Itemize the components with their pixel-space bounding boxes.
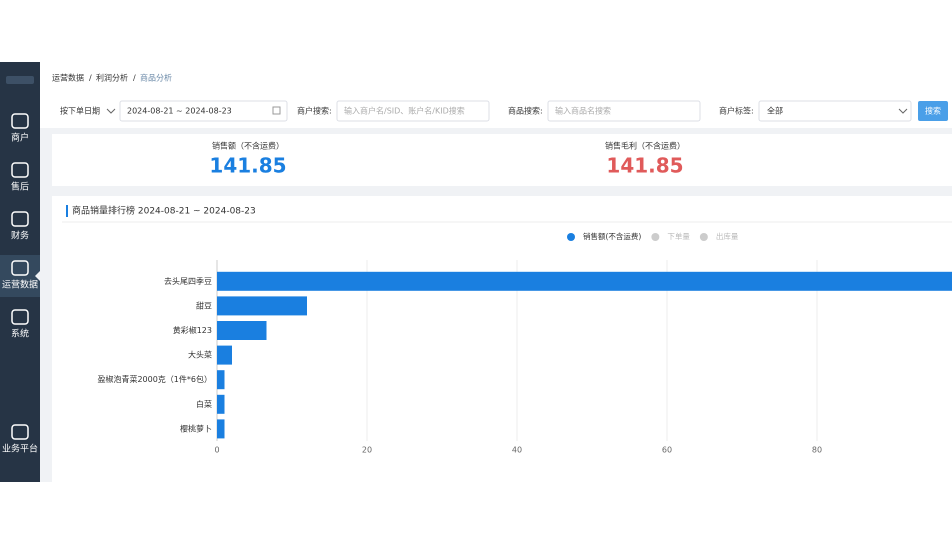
legend-item[interactable]: 销售额(不含运费) <box>583 231 641 241</box>
date-range: 2024-08-21 ~ 2024-08-23 <box>127 107 232 116</box>
label: 商户标签: <box>719 106 754 116</box>
bar <box>217 419 225 439</box>
active-bg <box>0 255 40 297</box>
bar <box>217 296 307 316</box>
stat-label: 销售毛利（不含运费） <box>605 141 685 151</box>
bar <box>217 321 267 340</box>
tag-select[interactable] <box>758 100 912 122</box>
menu-icon <box>11 162 29 178</box>
menu-item[interactable]: 售后 <box>11 181 29 193</box>
merchant-input[interactable] <box>336 100 490 122</box>
x-tick-label: 80 <box>812 446 822 455</box>
menu-item[interactable]: 业务平台 <box>2 443 38 455</box>
stat-value: 141.85 <box>606 154 683 178</box>
placeholder: 输入商品名搜索 <box>555 106 611 116</box>
bar <box>217 271 952 291</box>
search-label: 搜索 <box>925 106 941 116</box>
x-tick-label: 20 <box>362 446 372 455</box>
calendar-icon <box>272 106 281 115</box>
stats: 销售额（不含运费） 141.85 销售毛利（不含运费） 141.85 <box>209 141 685 178</box>
menu-item[interactable]: 商户 <box>11 132 29 144</box>
y-tick-label: 盈椒泡青菜2000克（1件*6包） <box>97 374 212 384</box>
y-tick-label: 黄彩椒123 <box>173 325 212 335</box>
label: 商户搜索: <box>297 106 332 116</box>
bar <box>217 345 232 365</box>
stats-card <box>52 134 952 186</box>
x-tick-label: 0 <box>214 446 219 455</box>
menu-icon <box>11 260 29 276</box>
breadcrumb[interactable]: 利润分析 <box>96 73 128 83</box>
date-type[interactable]: 按下单日期 <box>60 106 100 116</box>
placeholder: 输入商户名/SID、账户名/KID搜索 <box>344 106 465 116</box>
chevron <box>106 108 116 114</box>
menu-item[interactable]: 系统 <box>11 328 29 340</box>
x-tick-label: 60 <box>662 446 672 455</box>
stat-value: 141.85 <box>209 154 286 178</box>
legend-item[interactable]: 出库量 <box>716 231 739 241</box>
legend-dot[interactable] <box>699 233 708 241</box>
menu-icon <box>11 113 29 129</box>
y-tick-label: 樱桃萝卜 <box>180 423 212 433</box>
legend-dot[interactable] <box>651 233 660 241</box>
menu-item[interactable]: 运营数据 <box>2 279 38 291</box>
product-input[interactable] <box>547 100 701 122</box>
chart-card <box>52 196 952 482</box>
date-input[interactable] <box>119 100 288 122</box>
label: 商品搜索: <box>508 106 543 116</box>
active-notch <box>35 271 40 281</box>
menu-item[interactable]: 财务 <box>11 230 29 242</box>
search-button[interactable] <box>918 101 948 121</box>
menu-icon <box>11 309 29 325</box>
menu-icon <box>11 211 29 227</box>
title-marker <box>66 205 68 217</box>
breadcrumb: 商品分析 <box>140 73 172 83</box>
chevron <box>898 108 908 114</box>
tag-value: 全部 <box>767 106 783 116</box>
y-tick-label: 白菜 <box>196 399 212 409</box>
legend-dot[interactable] <box>567 233 575 241</box>
x-tick-label: 40 <box>512 446 522 455</box>
legend-item[interactable]: 下单量 <box>667 231 690 241</box>
bar <box>217 370 225 390</box>
separator: / <box>89 74 92 83</box>
logo <box>6 76 34 84</box>
y-tick-label: 去头尾四季豆 <box>164 276 212 286</box>
bar <box>217 394 225 414</box>
stat-label: 销售额（不含运费） <box>212 141 284 151</box>
separator: / <box>133 74 136 83</box>
breadcrumb[interactable]: 运营数据 <box>52 73 84 83</box>
chart-title: 商品销量排行榜 2024-08-21 ~ 2024-08-23 <box>72 205 256 217</box>
menu-icon <box>11 424 29 440</box>
y-tick-label: 甜豆 <box>196 300 212 310</box>
y-tick-label: 大头菜 <box>188 350 212 360</box>
